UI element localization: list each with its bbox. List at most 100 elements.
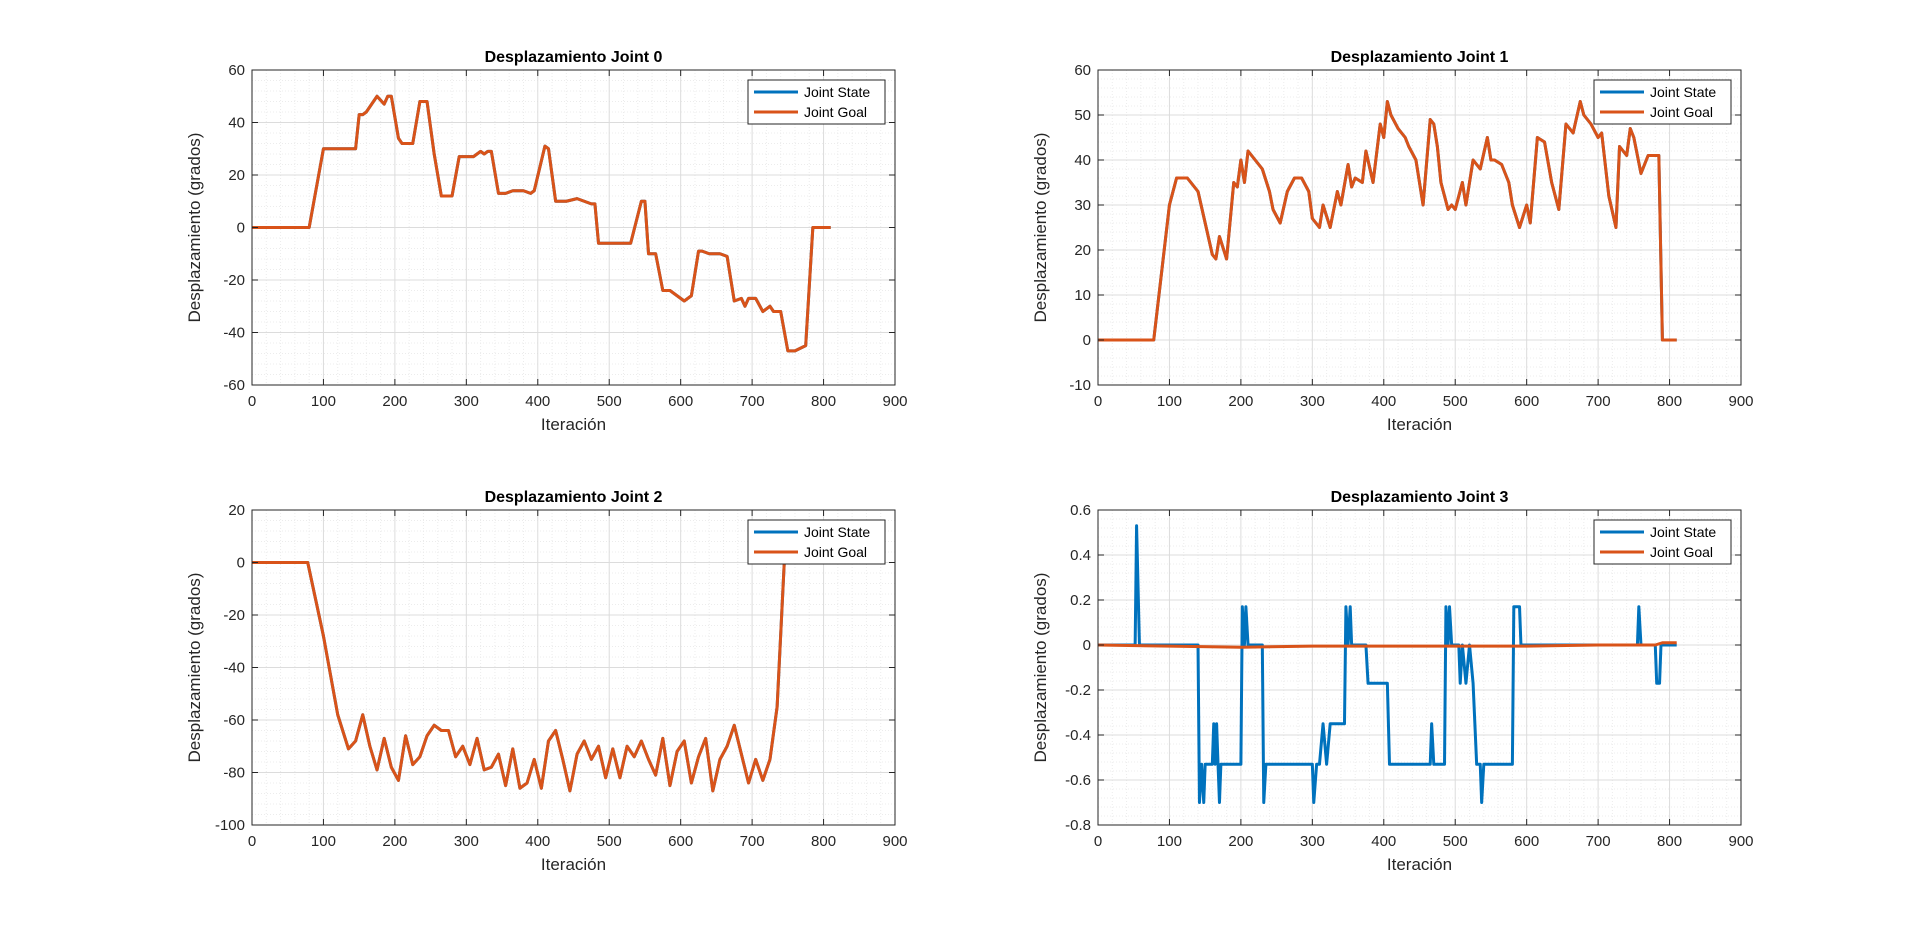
chart-title: Desplazamiento Joint 0 <box>485 49 663 66</box>
y-tick-label: -60 <box>223 712 245 729</box>
x-tick-label: 0 <box>1094 833 1102 850</box>
y-tick-label: 20 <box>1074 242 1091 259</box>
y-tick-label: -0.4 <box>1065 727 1091 744</box>
x-tick-label: 700 <box>1586 393 1611 410</box>
x-tick-label: 300 <box>454 833 479 850</box>
y-tick-label: -0.2 <box>1065 682 1091 699</box>
y-tick-label: 0 <box>237 220 245 237</box>
x-tick-label: 600 <box>1514 393 1539 410</box>
minor-grid <box>1098 510 1741 825</box>
chart-0: 0 100 200 300 400 500 600 700 800 900 -60 -40 -20 0 20… <box>185 49 908 434</box>
y-tick-label: -0.6 <box>1065 772 1091 789</box>
chart-title: Desplazamiento Joint 1 <box>1331 49 1509 66</box>
y-tick-label: 0.4 <box>1070 547 1091 564</box>
x-tick-label: 900 <box>882 393 907 410</box>
y-tick-label: 50 <box>1074 107 1091 124</box>
legend-entry-joint-state: Joint State <box>1650 524 1716 540</box>
y-tick-label: -80 <box>223 765 245 782</box>
chart-title: Desplazamiento Joint 2 <box>485 489 663 506</box>
x-tick-label: 400 <box>525 833 550 850</box>
x-tick-label: 900 <box>1728 393 1753 410</box>
x-tick-label: 600 <box>668 833 693 850</box>
y-tick-label: 30 <box>1074 197 1091 214</box>
legend: Joint State Joint Goal <box>747 79 886 125</box>
legend-entry-joint-state: Joint State <box>804 524 870 540</box>
minor-grid <box>252 510 895 825</box>
y-tick-label: -10 <box>1069 377 1091 394</box>
y-tick-label: 0 <box>1083 332 1091 349</box>
x-tick-label: 100 <box>1157 833 1182 850</box>
x-tick-label: 900 <box>882 833 907 850</box>
y-tick-label: -20 <box>223 607 245 624</box>
y-tick-label: -60 <box>223 377 245 394</box>
x-tick-label: 800 <box>811 833 836 850</box>
x-tick-label: 0 <box>248 833 256 850</box>
legend-entry-joint-state: Joint State <box>1650 84 1716 100</box>
series-line-joint-goal <box>1098 100 1677 342</box>
x-axis-label: Iteración <box>541 855 606 874</box>
x-tick-label: 700 <box>1586 833 1611 850</box>
legend-entry-joint-goal: Joint Goal <box>804 104 867 120</box>
x-axis-label: Iteración <box>1387 855 1452 874</box>
x-tick-label: 600 <box>668 393 693 410</box>
minor-grid <box>252 70 895 385</box>
x-tick-label: 400 <box>1371 833 1396 850</box>
y-tick-label: 0.2 <box>1070 592 1091 609</box>
legend-box <box>1593 79 1732 125</box>
x-tick-label: 400 <box>1371 393 1396 410</box>
series-line-joint-goal <box>252 561 817 793</box>
x-tick-label: 200 <box>1228 833 1253 850</box>
y-axis-label: Desplazamiento (grados) <box>185 133 204 323</box>
x-tick-label: 100 <box>311 833 336 850</box>
x-tick-label: 700 <box>740 833 765 850</box>
x-tick-label: 800 <box>1657 393 1682 410</box>
y-tick-label: -20 <box>223 272 245 289</box>
x-tick-label: 300 <box>454 393 479 410</box>
y-tick-label: 0.6 <box>1070 502 1091 519</box>
x-tick-label: 800 <box>1657 833 1682 850</box>
y-tick-label: -40 <box>223 660 245 677</box>
y-tick-label: 10 <box>1074 287 1091 304</box>
series-line-joint-goal <box>252 94 831 353</box>
x-tick-label: 300 <box>1300 833 1325 850</box>
x-tick-label: 200 <box>382 833 407 850</box>
y-tick-label: -100 <box>215 817 245 834</box>
x-tick-label: 200 <box>382 393 407 410</box>
x-tick-label: 500 <box>597 833 622 850</box>
chart-3: 0 100 200 300 400 500 600 700 800 900 -0.8 -0.6 -0.4… <box>1031 489 1754 874</box>
y-tick-label: 20 <box>228 167 245 184</box>
x-tick-label: 600 <box>1514 833 1539 850</box>
y-tick-label: 40 <box>228 115 245 132</box>
legend-entry-joint-goal: Joint Goal <box>1650 104 1713 120</box>
x-axis-label: Iteración <box>541 415 606 434</box>
x-tick-label: 700 <box>740 393 765 410</box>
legend-entry-joint-goal: Joint Goal <box>1650 544 1713 560</box>
chart-1: 0 100 200 300 400 500 600 700 800 900-10010203040… <box>1031 49 1754 434</box>
series-line-joint-state <box>1098 524 1677 804</box>
x-tick-label: 300 <box>1300 393 1325 410</box>
y-tick-label: 60 <box>1074 62 1091 79</box>
legend-box <box>747 519 886 565</box>
y-tick-label: 40 <box>1074 152 1091 169</box>
x-tick-label: 500 <box>597 393 622 410</box>
y-axis-label: Desplazamiento (grados) <box>185 573 204 763</box>
axes-box <box>1097 509 1742 826</box>
axes-box <box>1097 69 1742 386</box>
legend-entry-joint-state: Joint State <box>804 84 870 100</box>
legend-box <box>1593 519 1732 565</box>
x-tick-label: 0 <box>248 393 256 410</box>
y-tick-label: -0.8 <box>1065 817 1091 834</box>
y-axis-label: Desplazamiento (grados) <box>1031 133 1050 323</box>
x-tick-label: 900 <box>1728 833 1753 850</box>
y-tick-label: -40 <box>223 325 245 342</box>
y-tick-label: 60 <box>228 62 245 79</box>
y-tick-label: 0 <box>237 555 245 572</box>
x-tick-label: 100 <box>1157 393 1182 410</box>
x-tick-label: 500 <box>1443 393 1468 410</box>
x-axis-label: Iteración <box>1387 415 1452 434</box>
legend: Joint State Joint Goal <box>747 519 886 565</box>
chart-title: Desplazamiento Joint 3 <box>1331 489 1509 506</box>
legend-box <box>747 79 886 125</box>
x-tick-label: 0 <box>1094 393 1102 410</box>
